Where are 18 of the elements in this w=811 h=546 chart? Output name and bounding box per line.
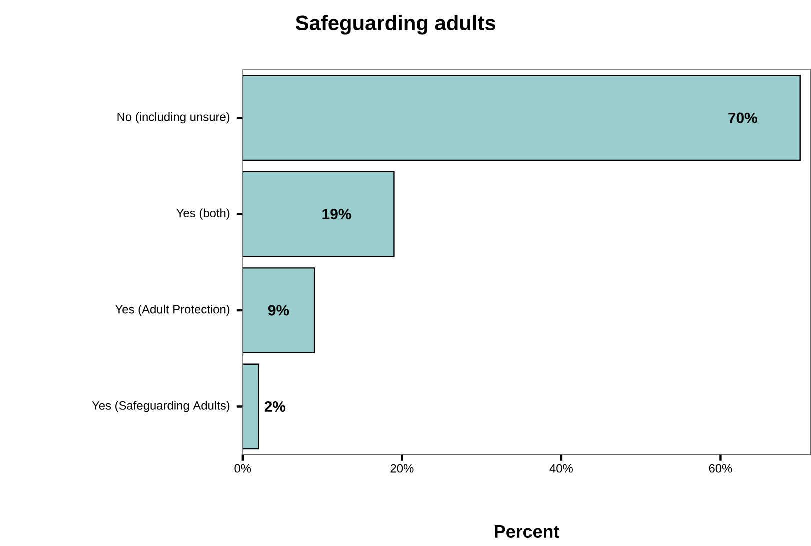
y-tick-label: Yes (Adult Protection) [116, 305, 230, 316]
data-label: 70% [728, 112, 758, 124]
bar [242, 75, 801, 162]
chart-title: Safeguarding adults [296, 15, 496, 35]
bar [242, 268, 316, 354]
data-label: 2% [264, 402, 286, 412]
data-label: 9% [268, 305, 290, 316]
x-tick-label: 0% [234, 464, 252, 473]
x-tick-label: 40% [550, 464, 573, 473]
y-tick-label: Yes (both) [176, 208, 230, 220]
y-tick-label: Yes (Safeguarding Adults) [92, 401, 230, 412]
bar [242, 364, 260, 450]
x-tick-label: 60% [709, 464, 732, 473]
data-label: 19% [322, 209, 352, 220]
y-tick-label: No (including unsure) [118, 112, 230, 124]
x-tick-label: 20% [390, 464, 414, 473]
bar [242, 171, 395, 258]
x-axis-title: Percent [495, 526, 560, 538]
